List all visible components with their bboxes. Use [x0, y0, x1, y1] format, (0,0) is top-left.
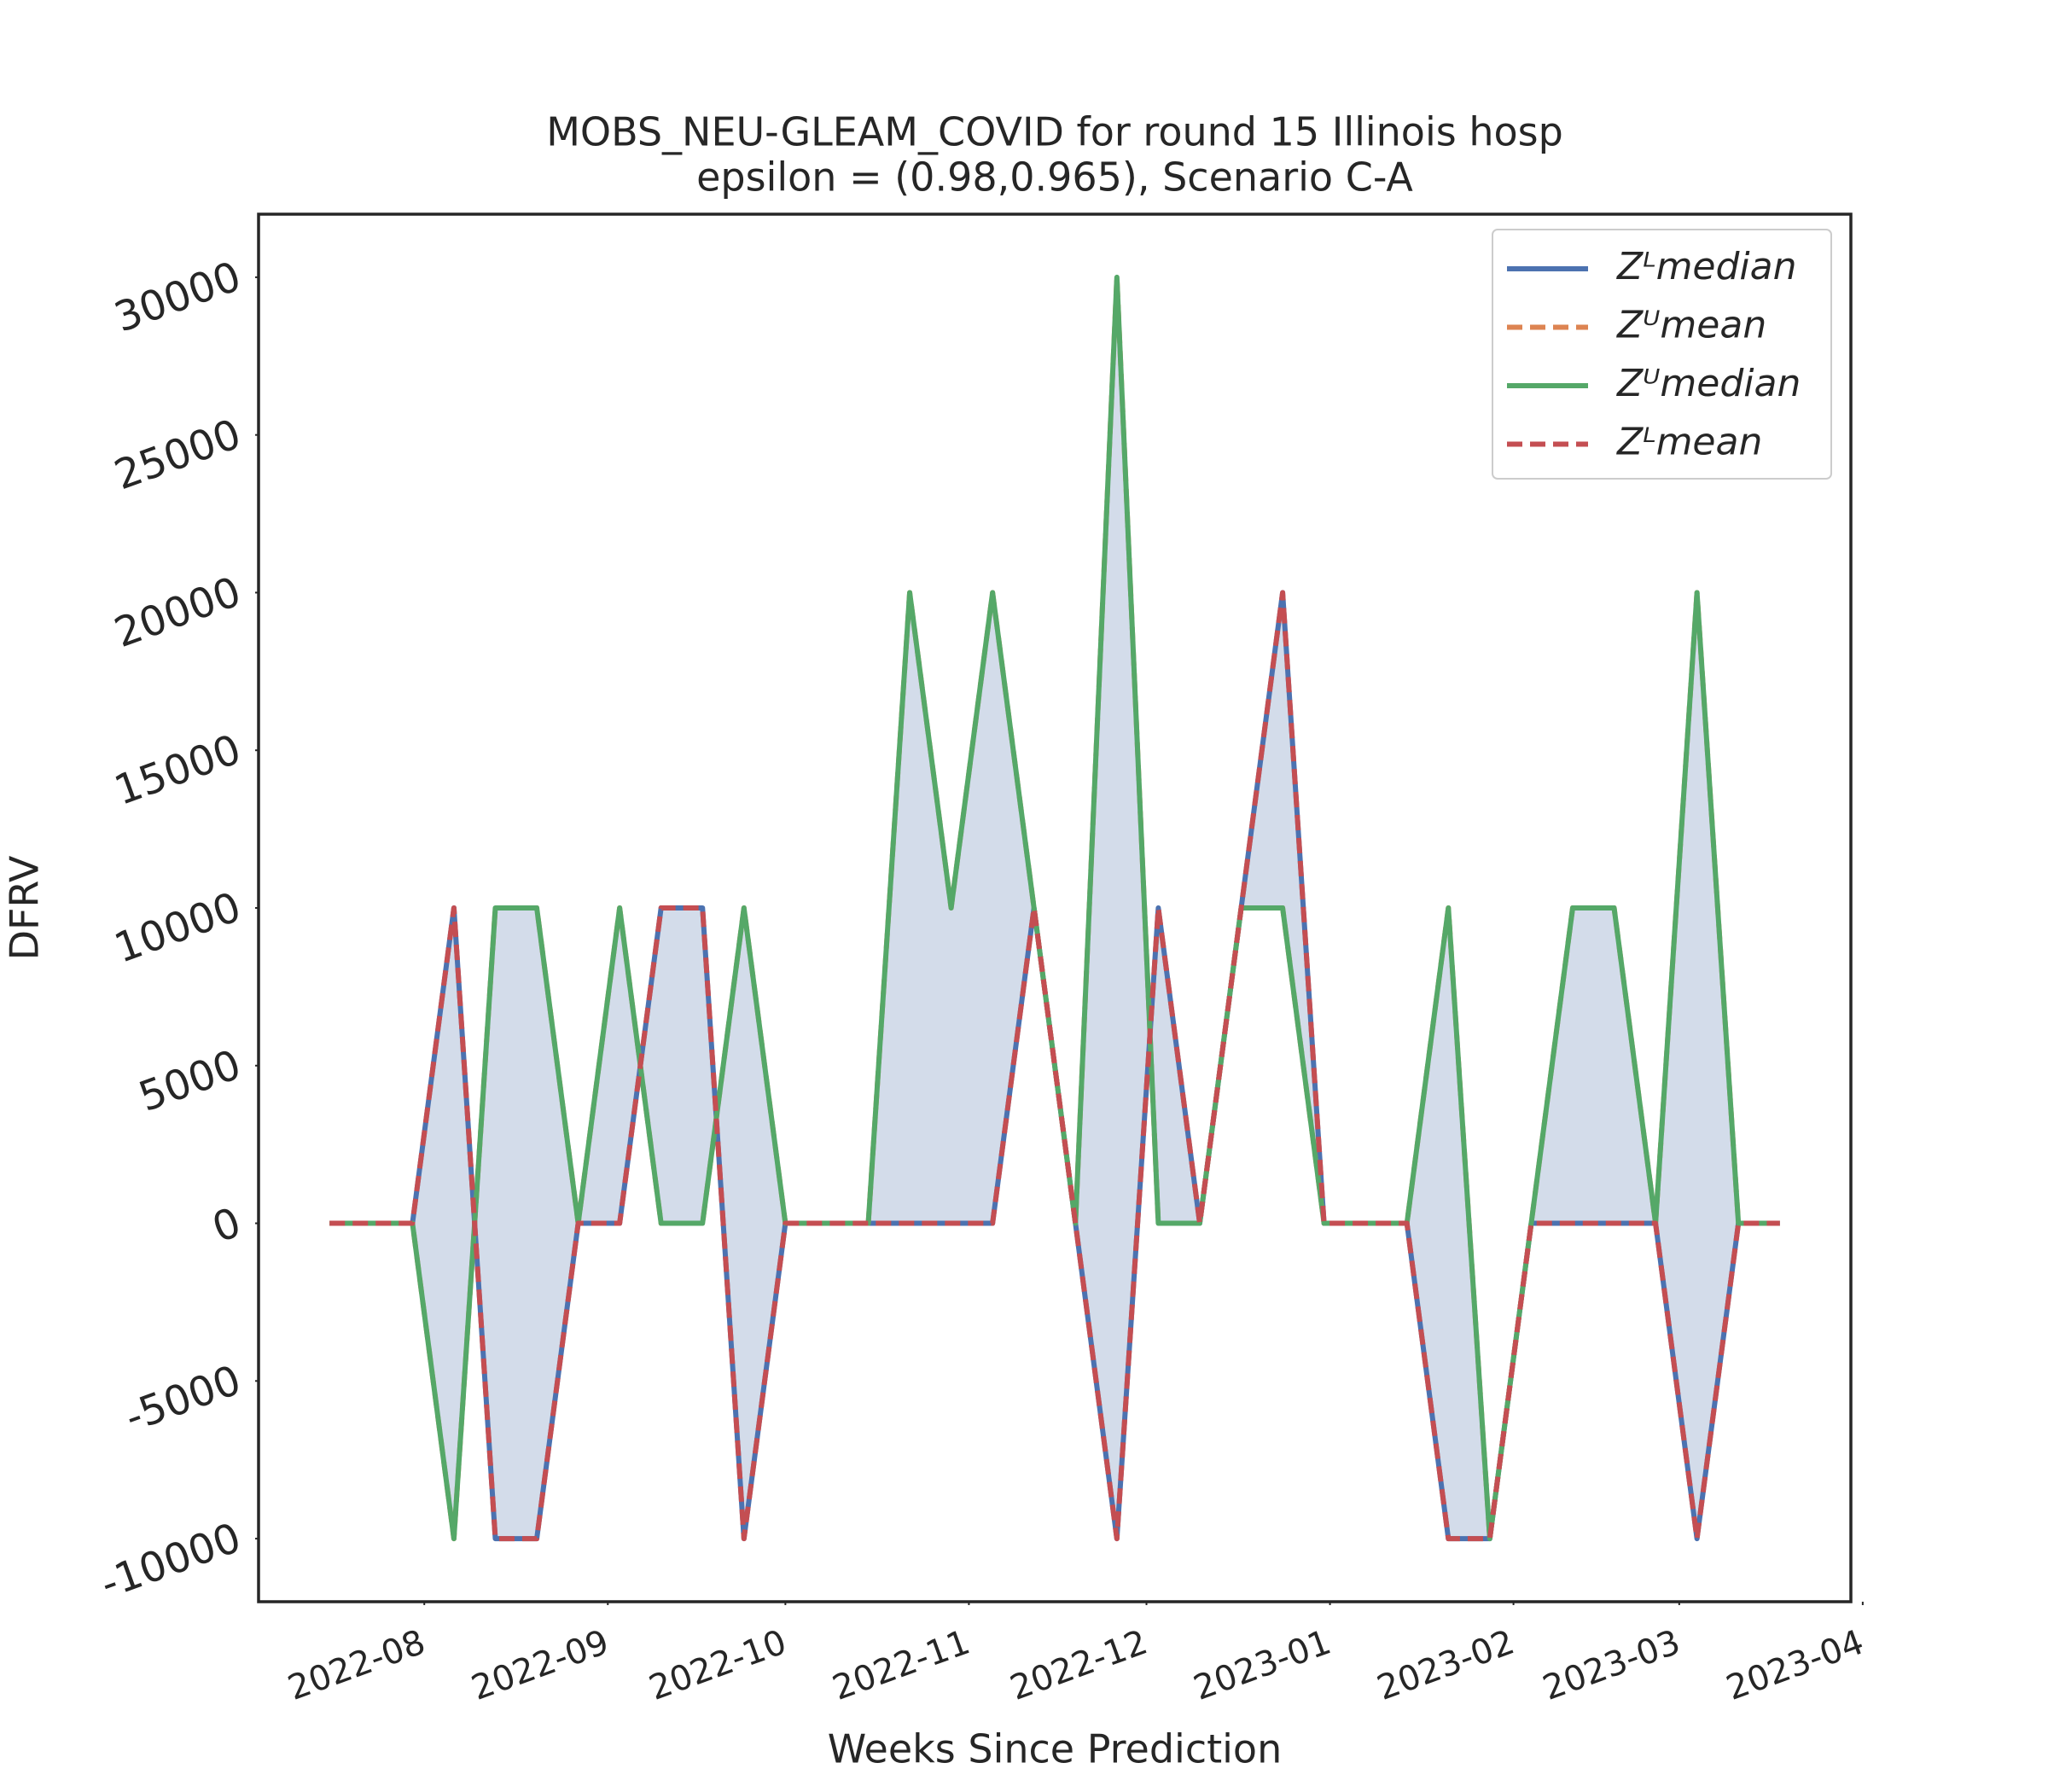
legend-label: Zᴸmedian — [1616, 245, 1797, 288]
legend-label: Zᵁmedian — [1616, 362, 1801, 405]
legend-label: Zᴸmean — [1616, 421, 1762, 464]
y-tick-label: 20000 — [108, 567, 247, 657]
x-axis-label: Weeks Since Prediction — [828, 1726, 1282, 1772]
y-tick-label: -10000 — [95, 1514, 247, 1609]
legend-box — [1492, 229, 1832, 480]
fill-between — [329, 276, 1780, 1539]
series-line — [329, 590, 1780, 1542]
y-tick-label: -5000 — [119, 1356, 247, 1441]
chart-title: MOBS_NEU-GLEAM_COVID for round 15 Illino… — [546, 109, 1563, 155]
y-tick-label: 0 — [207, 1198, 247, 1252]
y-tick-label: 30000 — [108, 253, 247, 342]
x-tick-label: 2023-03 — [1538, 1623, 1685, 1708]
x-tick-label: 2022-09 — [467, 1623, 614, 1708]
y-tick-label: 25000 — [108, 410, 247, 500]
x-tick-label: 2023-02 — [1372, 1623, 1520, 1708]
y-tick-label: 5000 — [133, 1041, 247, 1121]
x-tick-label: 2023-04 — [1721, 1623, 1869, 1708]
x-tick-label: 2023-01 — [1189, 1623, 1336, 1708]
y-tick-label: 10000 — [108, 883, 247, 973]
x-tick-label: 2022-11 — [828, 1623, 975, 1708]
x-tick-label: 2022-10 — [644, 1623, 792, 1708]
x-tick-label: 2022-08 — [283, 1623, 431, 1708]
x-tick-label: 2022-12 — [1005, 1623, 1153, 1708]
series-line — [329, 274, 1780, 1542]
legend-label: Zᵁmean — [1616, 304, 1766, 347]
y-axis-label: DFRV — [2, 855, 48, 960]
y-tick-label: 15000 — [108, 725, 247, 815]
chart-subtitle: epsilon = (0.98,0.965), Scenario C-A — [696, 154, 1413, 201]
